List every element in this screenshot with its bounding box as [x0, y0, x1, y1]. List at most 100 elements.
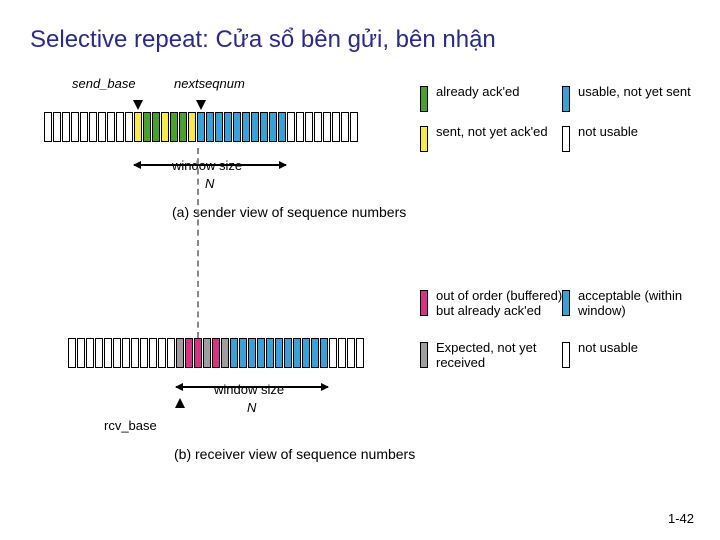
- sequence-slot: [329, 338, 337, 368]
- page-title: Selective repeat: Cửa sổ bên gửi, bên nh…: [30, 26, 496, 54]
- sequence-slot: [44, 112, 52, 142]
- rcv-base-label: rcv_base: [104, 418, 157, 433]
- sequence-slot: [185, 338, 193, 368]
- sequence-slot: [332, 112, 340, 142]
- receiver-window-tip-left-icon: [175, 383, 183, 391]
- sequence-slot: [143, 112, 151, 142]
- sequence-slot: [149, 338, 157, 368]
- sequence-slot: [116, 112, 124, 142]
- sequence-slot: [95, 338, 103, 368]
- sequence-slot: [257, 338, 265, 368]
- sender-window-tip-right-icon: [279, 161, 287, 169]
- receiver-window-tip-right-icon: [321, 383, 329, 391]
- legend-label: Expected, not yet received: [436, 340, 566, 370]
- sequence-slot: [194, 338, 202, 368]
- legend-label: not usable: [578, 340, 718, 355]
- sequence-slot: [158, 338, 166, 368]
- sequence-slot: [224, 112, 232, 142]
- sequence-slot: [134, 112, 142, 142]
- sequence-slot: [287, 112, 295, 142]
- sequence-slot: [170, 112, 178, 142]
- receiver-window-N: N: [247, 400, 256, 415]
- receiver-window-label: window size: [214, 382, 284, 397]
- legend-label: acceptable (within window): [578, 288, 718, 318]
- sequence-slot: [125, 112, 133, 142]
- sender-window-label: window size: [172, 158, 242, 173]
- sequence-slot: [293, 338, 301, 368]
- sender-caption: (a) sender view of sequence numbers: [172, 204, 406, 220]
- sequence-slot: [71, 112, 79, 142]
- sequence-slot: [80, 112, 88, 142]
- sequence-slot: [140, 338, 148, 368]
- sequence-slot: [239, 338, 247, 368]
- receiver-caption: (b) receiver view of sequence numbers: [174, 446, 415, 462]
- sequence-slot: [86, 338, 94, 368]
- sequence-slot: [53, 112, 61, 142]
- sequence-slot: [341, 112, 349, 142]
- sequence-slot: [203, 338, 211, 368]
- nextseqnum-label: nextseqnum: [174, 76, 245, 91]
- legend-swatch: [420, 86, 428, 112]
- sequence-slot: [89, 112, 97, 142]
- sequence-slot: [305, 112, 313, 142]
- sequence-slot: [230, 338, 238, 368]
- sequence-slot: [251, 112, 259, 142]
- sender-window-N: N: [205, 176, 214, 191]
- legend-swatch: [420, 290, 428, 316]
- sequence-slot: [221, 338, 229, 368]
- sequence-slot: [62, 112, 70, 142]
- legend-swatch: [562, 290, 570, 316]
- legend-label: usable, not yet sent: [578, 84, 718, 99]
- sequence-slot: [275, 338, 283, 368]
- sequence-slot: [233, 112, 241, 142]
- sequence-slot: [68, 338, 76, 368]
- sequence-slot: [302, 338, 310, 368]
- sequence-slot: [206, 112, 214, 142]
- sequence-slot: [113, 338, 121, 368]
- sequence-slot: [104, 338, 112, 368]
- legend-label: not usable: [578, 124, 718, 139]
- receiver-sequence-row: [68, 338, 365, 368]
- sequence-slot: [260, 112, 268, 142]
- dashed-connector: [197, 148, 199, 338]
- sender-sequence-row: [44, 112, 359, 142]
- send-base-arrow-icon: [133, 100, 143, 110]
- sender-window-tip-left-icon: [133, 161, 141, 169]
- sequence-slot: [179, 112, 187, 142]
- sequence-slot: [107, 112, 115, 142]
- sequence-slot: [323, 112, 331, 142]
- sequence-slot: [215, 112, 223, 142]
- sequence-slot: [311, 338, 319, 368]
- sequence-slot: [98, 112, 106, 142]
- sequence-slot: [350, 112, 358, 142]
- sequence-slot: [152, 112, 160, 142]
- sequence-slot: [77, 338, 85, 368]
- legend-label: out of order (buffered) but already ack'…: [436, 288, 566, 318]
- legend-swatch: [562, 126, 570, 152]
- sequence-slot: [176, 338, 184, 368]
- legend-label: already ack'ed: [436, 84, 566, 99]
- sequence-slot: [197, 112, 205, 142]
- sequence-slot: [278, 112, 286, 142]
- sequence-slot: [167, 338, 175, 368]
- sequence-slot: [347, 338, 355, 368]
- legend-swatch: [562, 86, 570, 112]
- sequence-slot: [314, 112, 322, 142]
- sequence-slot: [269, 112, 277, 142]
- sequence-slot: [212, 338, 220, 368]
- sequence-slot: [131, 338, 139, 368]
- sequence-slot: [248, 338, 256, 368]
- page-number: 1-42: [668, 511, 694, 526]
- sequence-slot: [266, 338, 274, 368]
- sequence-slot: [320, 338, 328, 368]
- rcv-base-arrow-icon: [175, 398, 185, 408]
- sequence-slot: [161, 112, 169, 142]
- sequence-slot: [188, 112, 196, 142]
- sequence-slot: [284, 338, 292, 368]
- sequence-slot: [296, 112, 304, 142]
- legend-label: sent, not yet ack'ed: [436, 124, 566, 139]
- legend-swatch: [562, 342, 570, 368]
- nextseqnum-arrow-icon: [196, 100, 206, 110]
- sequence-slot: [356, 338, 364, 368]
- legend-swatch: [420, 126, 428, 152]
